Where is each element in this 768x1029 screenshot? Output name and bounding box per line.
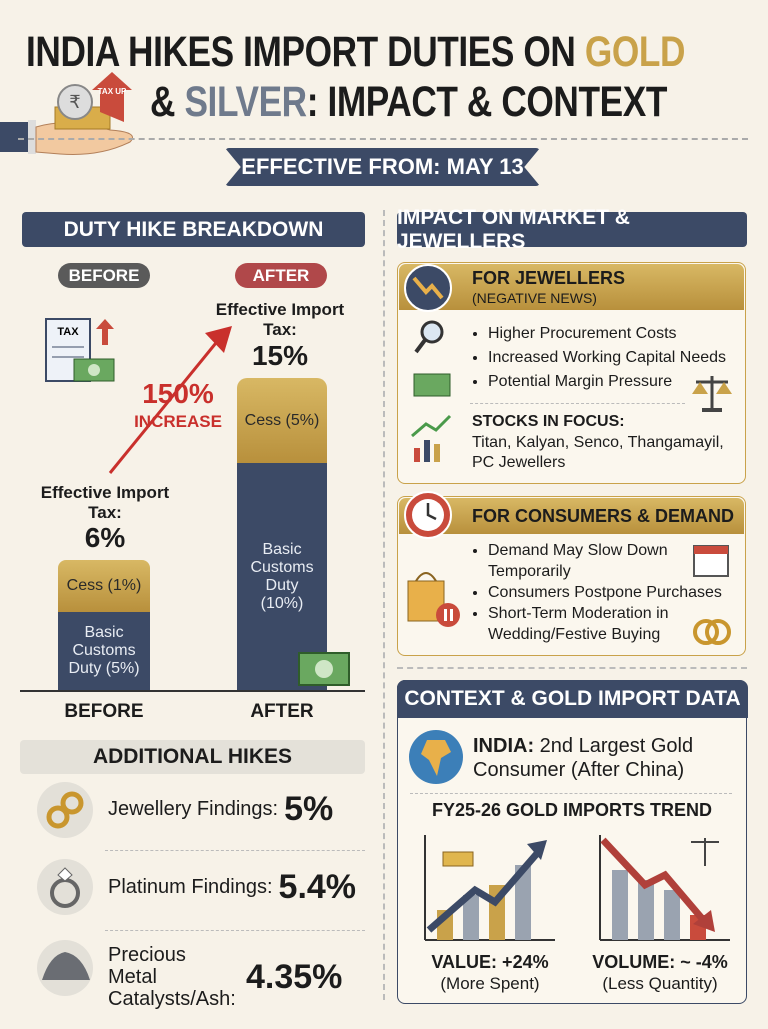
scale-icon xyxy=(692,376,732,412)
divider xyxy=(18,138,748,140)
column-divider xyxy=(383,210,385,1000)
additional-icons xyxy=(37,782,93,996)
item-label: Precious Metal Catalysts/Ash: xyxy=(108,944,236,1010)
context-box xyxy=(397,680,747,1004)
tax-up-label: TAX UP xyxy=(98,87,127,96)
trend-title: FY25-26 GOLD IMPORTS TREND xyxy=(431,800,713,820)
before-pill: BEFORE xyxy=(58,263,150,288)
jewellers-subtitle: (NEGATIVE NEWS) xyxy=(472,290,597,306)
increase-arrow xyxy=(108,326,232,474)
hand-icon: ₹ TAX UP xyxy=(0,72,133,155)
value-note: (More Spent) xyxy=(440,974,540,993)
additional-item: Jewellery Findings: 5% xyxy=(108,790,370,829)
divider xyxy=(470,403,685,404)
additional-item: Precious Metal Catalysts/Ash: 4.35% xyxy=(108,944,370,1010)
title-text: : IMPACT & CONTEXT xyxy=(306,78,668,126)
divider xyxy=(105,930,365,931)
consumers-title: FOR CONSUMERS & DEMAND xyxy=(472,506,735,526)
before-cess: Cess (1%) xyxy=(58,560,150,612)
effective-banner: EFFECTIVE FROM: MAY 13 xyxy=(225,148,540,186)
context-header: CONTEXT & GOLD IMPORT DATA xyxy=(397,680,748,718)
cash-icon xyxy=(298,652,350,686)
before-basic: Basic Customs Duty (5%) xyxy=(58,612,150,690)
stocks-text: Titan, Kalyan, Senco, Thangamayil, PC Je… xyxy=(472,434,724,471)
tax-icon: TAX xyxy=(45,318,115,382)
divider xyxy=(105,850,365,851)
bullet: Demand May Slow Down Temporarily xyxy=(488,540,688,582)
baseline xyxy=(20,690,365,692)
stocks-title: STOCKS IN FOCUS: xyxy=(472,413,625,430)
item-value: 5% xyxy=(284,790,334,828)
india-icon xyxy=(409,730,463,784)
after-cess: Cess (5%) xyxy=(237,378,327,463)
volume-note: (Less Quantity) xyxy=(602,974,718,993)
jewellers-icons xyxy=(411,320,452,462)
before-tax-label: Effective Import Tax: xyxy=(40,483,170,522)
impact-header: IMPACT ON MARKET & JEWELLERS xyxy=(397,206,747,253)
before-tax-value: 6% xyxy=(84,522,126,553)
bag-icon xyxy=(407,572,460,627)
bullet: Higher Procurement Costs xyxy=(488,322,726,346)
title-line2: & SILVER: IMPACT & CONTEXT xyxy=(150,78,667,127)
title-line1: INDIA HIKES IMPORT DUTIES ON GOLD xyxy=(26,28,685,77)
consumers-bullets: Demand May Slow Down Temporarily Consume… xyxy=(470,540,746,645)
india-text: INDIA: 2nd Largest Gold Consumer (After … xyxy=(473,734,733,782)
svg-text:₹: ₹ xyxy=(69,92,80,112)
title-text: INDIA HIKES IMPORT DUTIES ON xyxy=(26,28,576,76)
after-pill: AFTER xyxy=(235,263,327,288)
item-value: 4.35% xyxy=(246,957,343,996)
item-value: 5.4% xyxy=(278,868,357,906)
jewellers-title: FOR JEWELLERS xyxy=(472,268,626,288)
bullet: Potential Margin Pressure xyxy=(488,370,726,394)
after-tax-label: Effective Import Tax: xyxy=(215,300,345,339)
bullet: Increased Working Capital Needs xyxy=(488,346,726,370)
bullet: Consumers Postpone Purchases xyxy=(488,582,746,603)
divider xyxy=(410,793,732,794)
increase-value: 150% xyxy=(142,378,214,409)
value-label: VALUE: +24% xyxy=(431,952,549,972)
volume-label: VOLUME: ~ -4% xyxy=(592,952,728,972)
title-gold: GOLD xyxy=(584,28,686,76)
increase-label: INCREASE xyxy=(134,412,222,431)
after-axis-label: AFTER xyxy=(250,701,314,722)
title-amp: & xyxy=(150,78,176,126)
jewellers-band xyxy=(399,264,744,310)
calendar-ring-icons xyxy=(693,545,731,645)
trend-charts xyxy=(424,835,730,941)
before-axis-label: BEFORE xyxy=(64,701,144,722)
down-icon xyxy=(404,264,452,312)
divider xyxy=(397,667,747,669)
item-label: Platinum Findings: xyxy=(108,876,273,898)
bullet: Short-Term Moderation in Wedding/Festive… xyxy=(488,603,688,645)
india-label: INDIA: xyxy=(473,735,535,757)
title-silver: SILVER xyxy=(184,78,307,126)
clock-icon xyxy=(404,491,452,539)
tax-icon-label: TAX xyxy=(57,326,79,338)
after-tax-value: 15% xyxy=(251,340,309,371)
jewellers-bullets: Higher Procurement Costs Increased Worki… xyxy=(470,322,726,394)
item-label: Jewellery Findings: xyxy=(108,798,279,820)
breakdown-header: DUTY HIKE BREAKDOWN xyxy=(22,212,365,247)
additional-item: Platinum Findings: 5.4% xyxy=(108,868,370,907)
consumers-band xyxy=(399,498,744,534)
additional-header: ADDITIONAL HIKES xyxy=(20,740,365,774)
india-desc: 2nd Largest Gold Consumer (After China) xyxy=(473,735,694,781)
